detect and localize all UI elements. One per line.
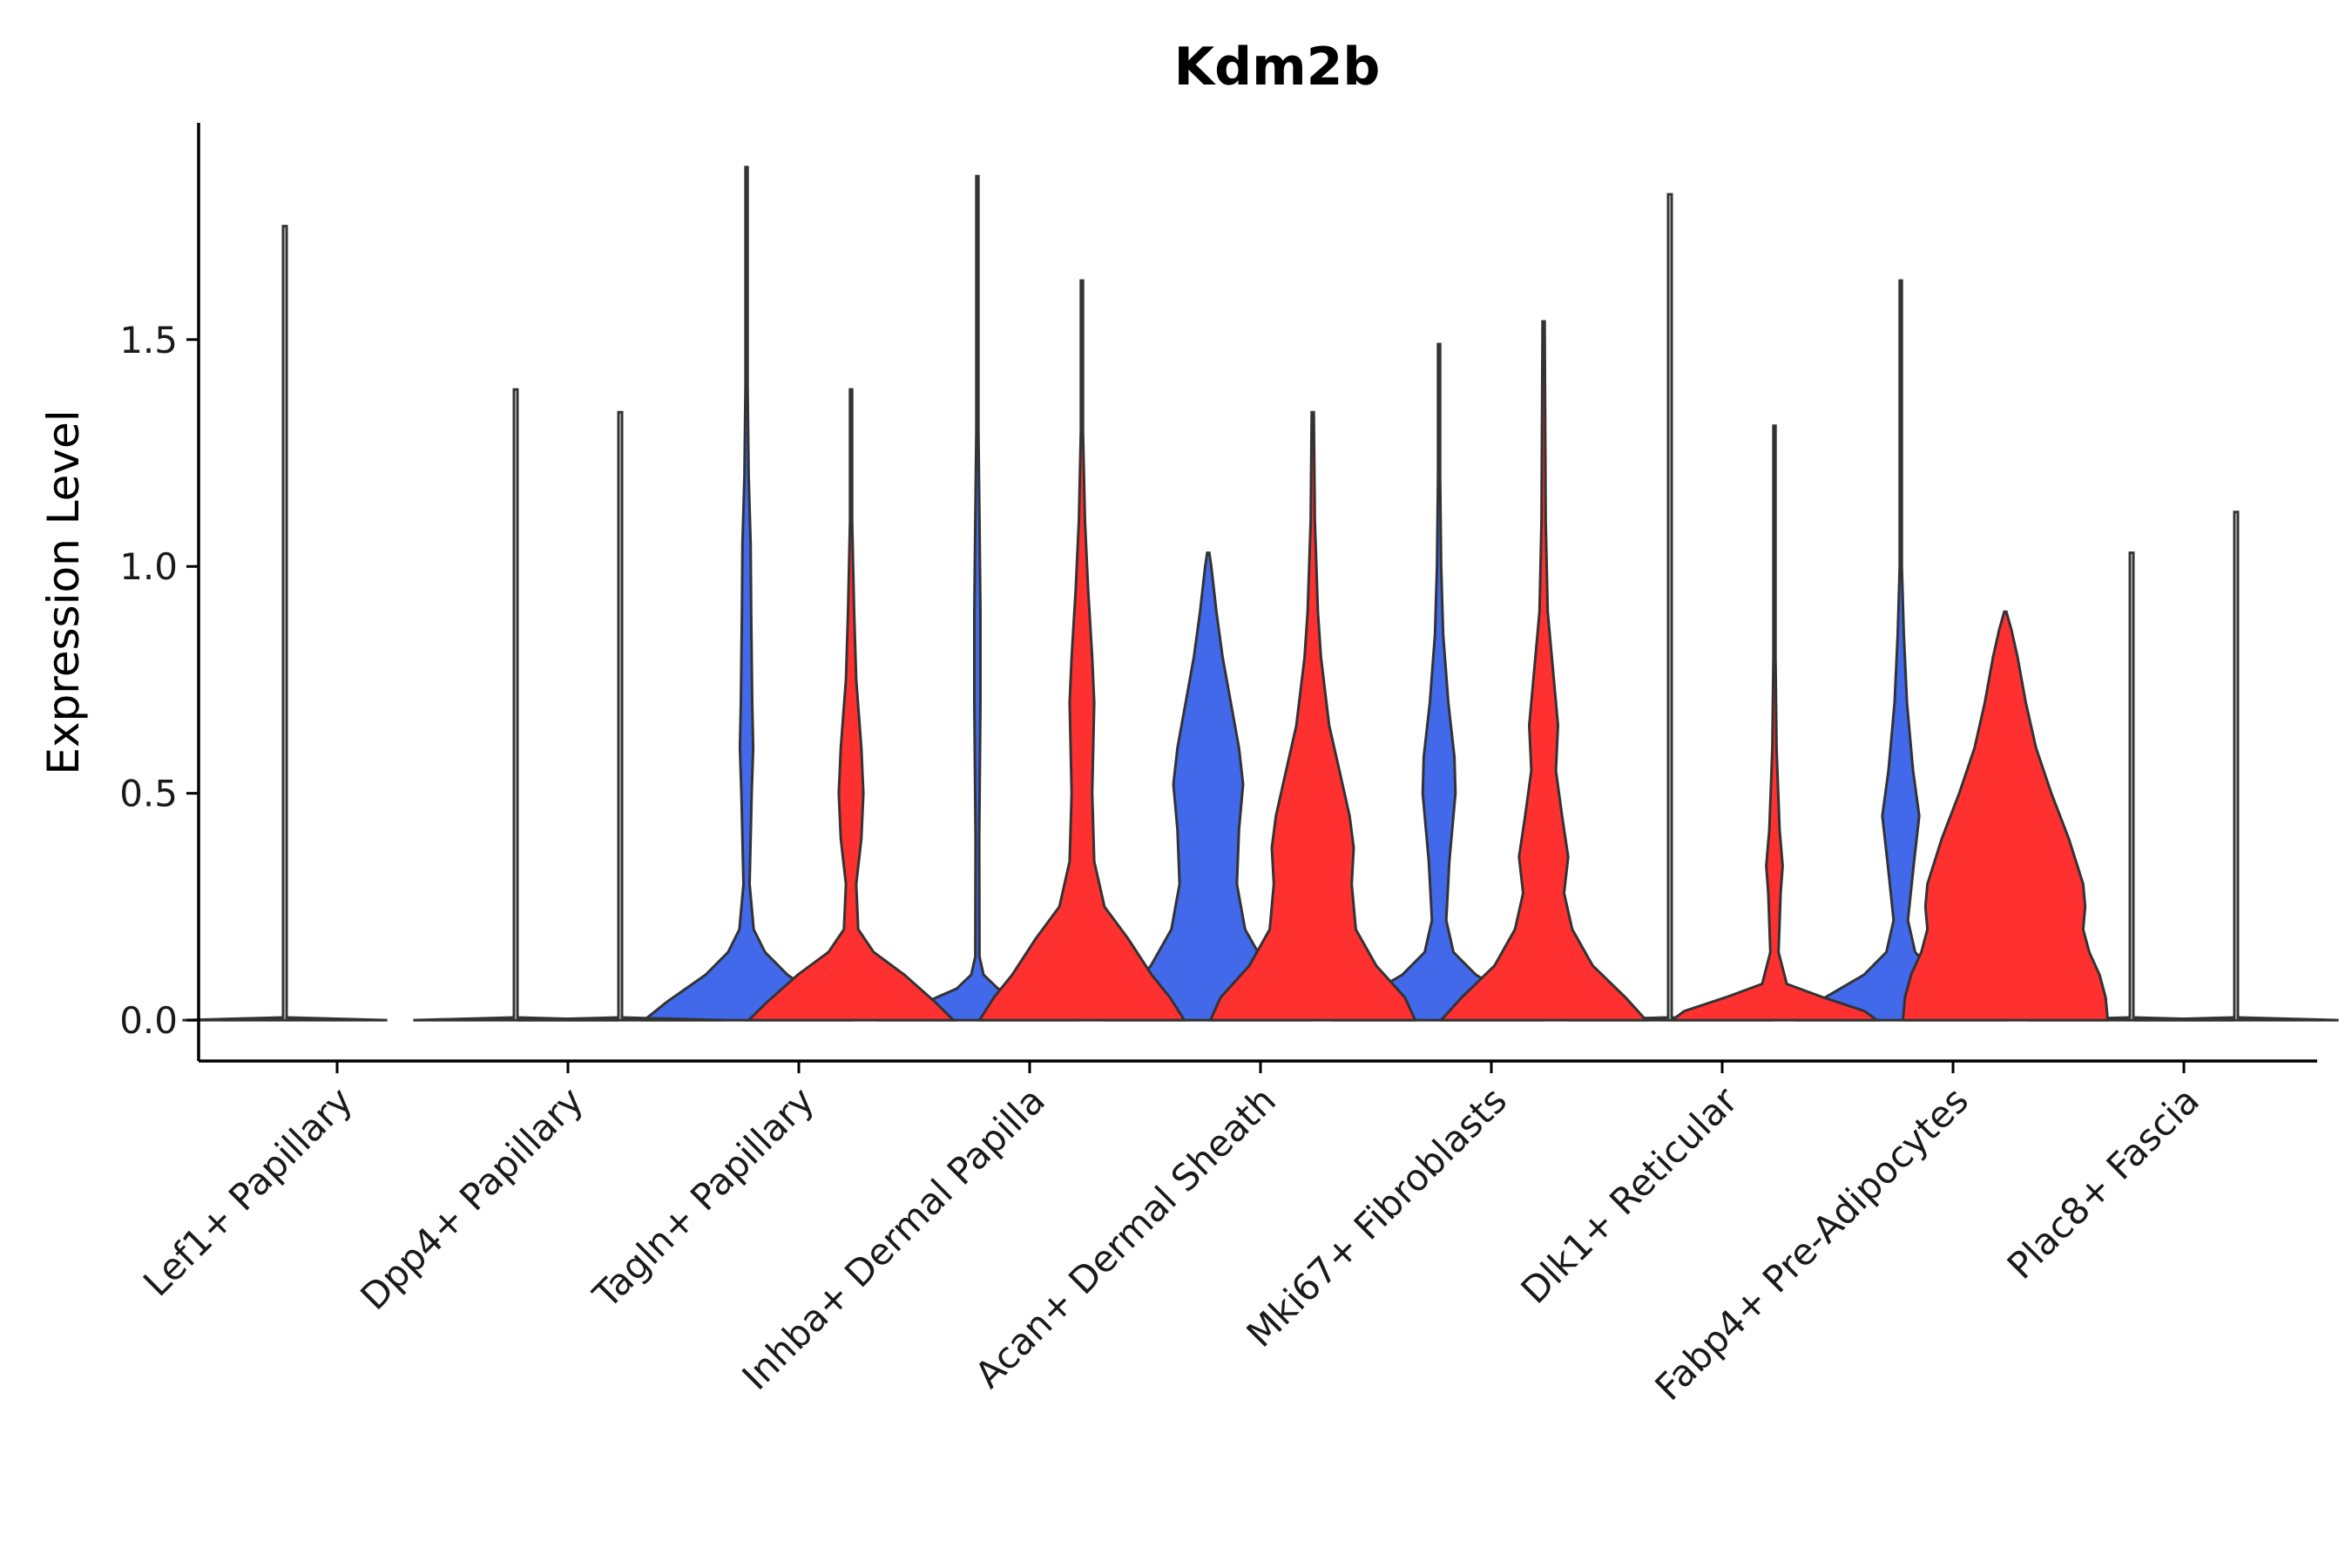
x-tick-label: Tagln+ Papillary — [585, 1078, 822, 1316]
y-tick-label: 1.0 — [119, 545, 178, 588]
x-tick-label: Mki67+ Fibroblasts — [1239, 1078, 1515, 1355]
violin-1-7 — [1567, 193, 1773, 1022]
y-tick-label: 0.5 — [119, 773, 178, 815]
y-tick-label: 0.0 — [119, 999, 178, 1042]
violin-2-9 — [2133, 510, 2339, 1022]
y-axis: 0.0 0.5 1.0 1.5 — [119, 123, 200, 1061]
violin-1-4 — [876, 174, 1078, 1022]
violin-2-3 — [745, 388, 957, 1022]
violin-2-5 — [1208, 410, 1417, 1022]
violin-1-6 — [1333, 342, 1545, 1022]
violin-2-7 — [1667, 424, 1882, 1022]
y-axis-title: Expression Level — [38, 409, 89, 774]
y-tick-label: 1.5 — [119, 319, 178, 362]
violin-2-2 — [517, 410, 723, 1022]
violin-1-1 — [182, 225, 388, 1022]
violin-1-8 — [1794, 279, 2007, 1022]
x-tick-label: Dpp4+ Papillary — [352, 1078, 591, 1318]
chart-title: Kdm2b — [1174, 37, 1381, 98]
x-tick-label: Dlk1+ Reticular — [1513, 1078, 1747, 1312]
violin-layer — [182, 166, 2339, 1022]
violin-1-5 — [1103, 551, 1314, 1022]
violin-1-3 — [640, 166, 853, 1022]
violin-1-2 — [413, 388, 618, 1022]
violin-2-8 — [1901, 610, 2110, 1022]
x-tick-label: Plac8+ Fascia — [1999, 1078, 2207, 1287]
violin-2-6 — [1438, 320, 1649, 1022]
violin-2-4 — [977, 279, 1187, 1022]
x-tick-label: Lef1+ Papillary — [135, 1078, 361, 1304]
